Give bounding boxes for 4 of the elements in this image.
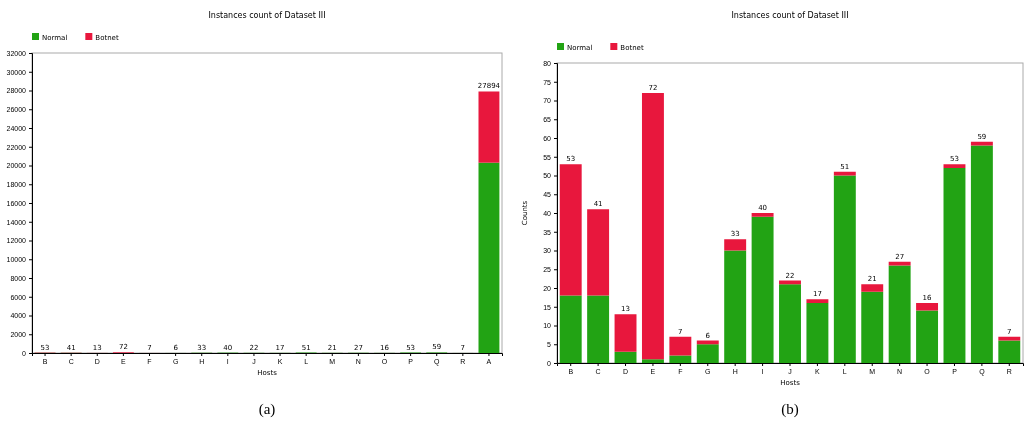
text: (a) (258, 401, 276, 418)
text: (b) (781, 401, 799, 418)
chart-title: Instances count of Dataset III (731, 11, 849, 20)
chart-title: Instances count of Dataset III (208, 11, 326, 20)
